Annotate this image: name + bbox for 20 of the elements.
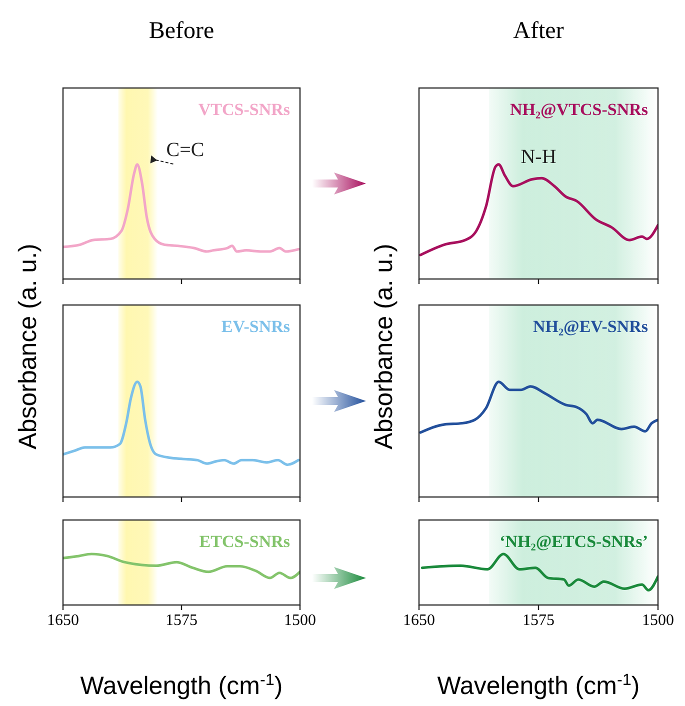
chart-title: Before — [148, 18, 214, 44]
x-axis-title: Wavelength (cm$^{-1}$) — [80, 671, 283, 700]
x-tick-label: 1500 — [284, 612, 316, 629]
chart-title: After — [513, 18, 564, 44]
annotation: N-H — [520, 146, 556, 168]
text: EV-SNRs — [221, 317, 290, 336]
x-tick-label: 1650 — [403, 612, 435, 629]
annotation: C=C — [166, 139, 204, 161]
y-axis-title: Absorbance (a. u.) — [14, 244, 42, 450]
x-tick-label: 1650 — [47, 612, 79, 629]
x-axis-title: Wavelength (cm$^{-1}$) — [437, 671, 640, 700]
x-tick-label: 1575 — [166, 612, 198, 629]
text: VTCS-SNRs — [198, 100, 290, 119]
text: NH₂@VTCS-SNRs — [510, 100, 648, 119]
text: NH₂@EV-SNRs — [532, 317, 648, 336]
series-label: ‘NH₂@ETCS-SNRs’ — [500, 532, 648, 551]
series-label: ETCS-SNRs — [199, 532, 290, 551]
x-tick-label: 1575 — [522, 612, 554, 629]
y-axis-title: Absorbance (a. u.) — [370, 244, 398, 450]
x-tick-label: 1500 — [642, 612, 674, 629]
